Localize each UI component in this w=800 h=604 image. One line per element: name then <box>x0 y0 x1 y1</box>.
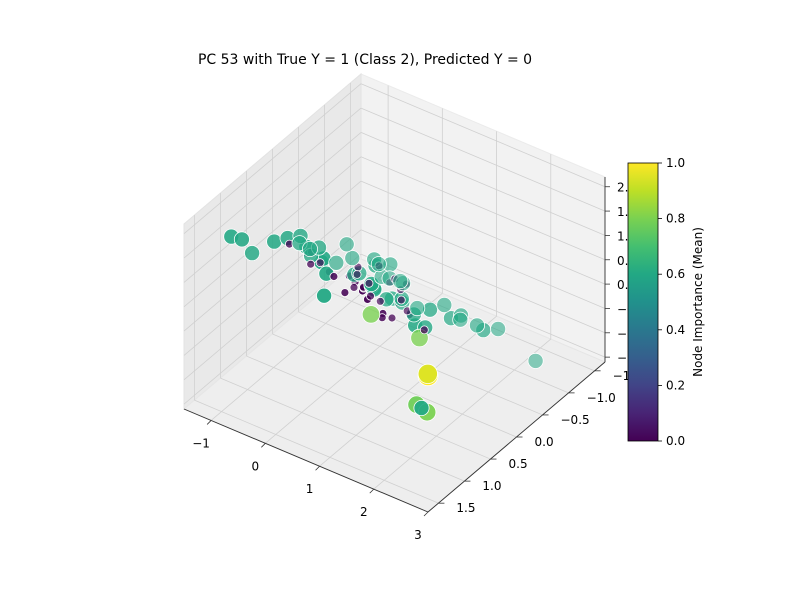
x-tick-mark <box>423 511 429 517</box>
x-tick-label: 2 <box>360 505 368 519</box>
data-point <box>392 273 409 290</box>
colorbar-tick-label: 0.6 <box>666 267 685 281</box>
y-tick-label: −0.5 <box>561 413 590 427</box>
colorbar-tick-label: 1.0 <box>666 156 685 170</box>
data-point <box>338 236 355 253</box>
data-point <box>370 256 387 273</box>
gridline-z-side <box>183 83 362 235</box>
data-point <box>387 313 397 323</box>
gridline-z-back <box>360 156 606 261</box>
x-tick-label: −1 <box>192 436 210 450</box>
data-point <box>361 305 381 324</box>
data-point <box>436 296 453 313</box>
gridline-y-floor <box>194 399 439 504</box>
data-point <box>468 317 485 334</box>
gridline-y-floor <box>246 355 491 460</box>
data-point <box>233 231 250 248</box>
gridline-z-side <box>183 107 362 259</box>
gridline-y-floor <box>324 289 569 394</box>
data-point <box>366 291 375 301</box>
gridline-z-side <box>183 156 362 308</box>
colorbar-ticks: 0.0 0.2 0.4 0.6 0.8 1.0 <box>658 156 685 448</box>
gridline-y-floor <box>272 333 517 438</box>
gridline-z-side <box>183 180 362 332</box>
data-points <box>223 227 544 422</box>
data-point <box>340 288 350 298</box>
gridline-z-back <box>360 253 606 358</box>
data-point <box>329 272 339 281</box>
data-point <box>352 269 362 279</box>
data-point <box>316 287 333 304</box>
y-tick-label: 0.0 <box>535 435 554 449</box>
data-point <box>396 295 406 305</box>
y-tick-label: 0.5 <box>509 457 528 471</box>
data-point <box>417 363 438 384</box>
data-point <box>413 399 430 416</box>
colorbar-tick-label: 0.4 <box>666 323 685 337</box>
x-tick-mark <box>369 488 375 494</box>
data-point <box>490 320 507 337</box>
colorbar-tick-label: 0.8 <box>666 212 685 226</box>
data-point <box>527 352 544 369</box>
data-point <box>301 240 318 257</box>
y-tick-label: −1.0 <box>587 391 616 405</box>
axes-grid <box>183 82 606 513</box>
data-point <box>452 311 469 328</box>
gridline-z-side <box>183 205 362 356</box>
gridline-z-side <box>183 229 362 381</box>
gridline-z-back <box>360 180 606 285</box>
data-point <box>349 282 359 292</box>
x-tick-mark <box>261 443 266 448</box>
gridline-z-back <box>360 229 606 334</box>
data-point <box>344 250 361 267</box>
data-point <box>266 233 283 250</box>
colorbar-tick-label: 0.0 <box>666 434 685 448</box>
y-tick-label: 1.5 <box>456 501 475 515</box>
data-point <box>306 259 316 269</box>
colorbar-tick-label: 0.2 <box>666 378 685 392</box>
gridline-z-side <box>183 132 362 283</box>
gridline-z-back <box>360 132 606 236</box>
colorbar-label: Node Importance (Mean) <box>691 227 705 377</box>
data-point <box>315 258 325 268</box>
x-tick-label: 3 <box>414 528 422 542</box>
data-point <box>419 325 429 335</box>
data-point <box>375 296 385 306</box>
gridline-z-back <box>360 83 606 188</box>
data-point <box>244 245 261 262</box>
gridline-z-back <box>360 107 606 212</box>
x-axis-line <box>183 408 429 513</box>
x-tick-label: 0 <box>251 459 259 473</box>
gridline-y-floor <box>298 311 543 416</box>
gridline-z-back <box>360 205 606 309</box>
x-tick-label: 1 <box>306 482 314 496</box>
colorbar: 0.0 0.2 0.4 0.6 0.8 1.0 Node Importance (Mean… <box>627 156 705 448</box>
colorbar-gradient <box>627 162 659 442</box>
data-point <box>328 254 345 271</box>
x-tick-mark <box>315 465 320 471</box>
gridline-y-floor <box>220 377 465 482</box>
x-tick-mark <box>206 420 212 425</box>
data-point <box>364 278 374 288</box>
data-point <box>409 300 426 317</box>
chart-title: PC 53 with True Y = 1 (Class 2), Predict… <box>198 52 532 68</box>
y-tick-label: 1.0 <box>482 479 501 493</box>
